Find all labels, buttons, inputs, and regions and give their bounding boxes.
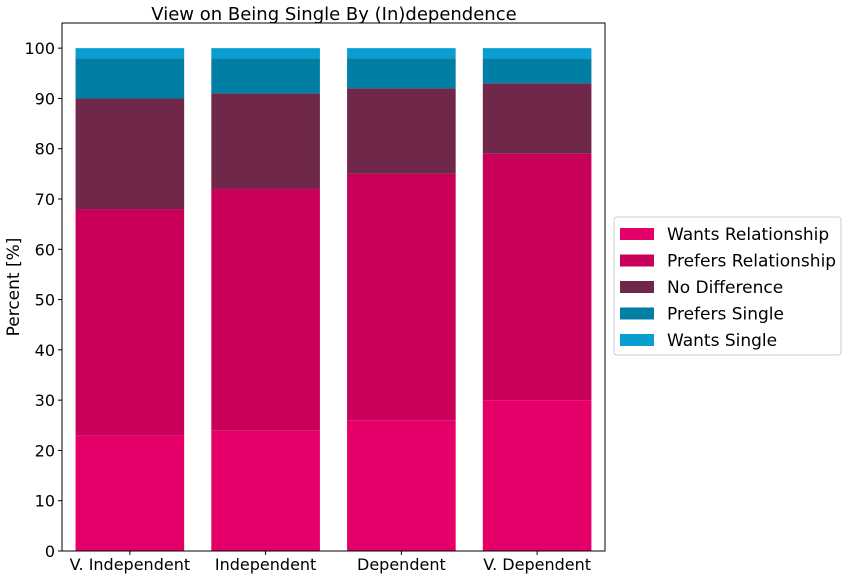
x-tick-label: Dependent [357, 555, 446, 574]
bar-segment [347, 48, 456, 59]
bar-segment [211, 430, 320, 551]
bar-segment [75, 98, 185, 210]
bar-segment [347, 420, 456, 551]
bar-segment [211, 188, 320, 431]
bar-segment [75, 435, 185, 551]
y-tick-label: 0 [45, 542, 55, 561]
legend-swatch [620, 281, 654, 293]
bar-segment [347, 58, 456, 89]
bar-segment [75, 48, 185, 59]
bar-segment [482, 400, 592, 551]
bar-segment [347, 88, 456, 174]
y-tick-label: 80 [35, 140, 55, 159]
y-tick-label: 40 [35, 341, 55, 360]
legend-swatch [620, 307, 654, 320]
chart-title: View on Being Single By (In)dependence [151, 4, 516, 25]
bar-segment [482, 153, 592, 401]
bar-segment [482, 48, 592, 59]
legend-label: Prefers Relationship [667, 252, 836, 272]
y-axis-title: Percent [%] [4, 238, 24, 337]
x-tick-label: V. Dependent [483, 555, 591, 574]
y-tick-label: 90 [35, 89, 55, 108]
legend-label: Wants Single [667, 331, 777, 351]
y-tick-label: 100 [24, 39, 55, 58]
x-tick-label: Independent [215, 555, 316, 574]
legend-swatch [620, 254, 654, 267]
bar-segment [211, 93, 320, 189]
bar-segment [482, 83, 592, 154]
bar-segment [211, 58, 320, 94]
y-axis: 0 10 20 30 40 50 60 70 80 90 100 [24, 39, 62, 561]
y-tick-label: 60 [35, 240, 55, 259]
y-tick-label: 50 [35, 291, 55, 310]
legend: Wants Relationship Prefers Relationship No… [613, 216, 842, 356]
bar-segment [75, 209, 185, 436]
legend-frame [613, 216, 842, 356]
y-tick-label: 20 [35, 441, 55, 460]
y-tick-label: 30 [35, 391, 55, 410]
plot-frame [61, 22, 606, 552]
legend-swatch [620, 334, 654, 346]
legend-label: Wants Relationship [667, 225, 829, 245]
bar-segment [75, 58, 185, 99]
x-axis: V. Independent Independent Dependent V. Dep… [70, 551, 591, 574]
bar-segment [482, 58, 592, 84]
legend-swatch [620, 228, 654, 240]
bar-segment [211, 48, 320, 59]
bars [75, 48, 592, 551]
legend-label: No Difference [667, 278, 783, 298]
y-tick-label: 10 [35, 492, 55, 511]
x-tick-label: V. Independent [70, 555, 190, 574]
y-tick-label: 70 [35, 190, 55, 209]
bar-segment [347, 173, 456, 421]
legend-label: Prefers Single [667, 305, 784, 325]
